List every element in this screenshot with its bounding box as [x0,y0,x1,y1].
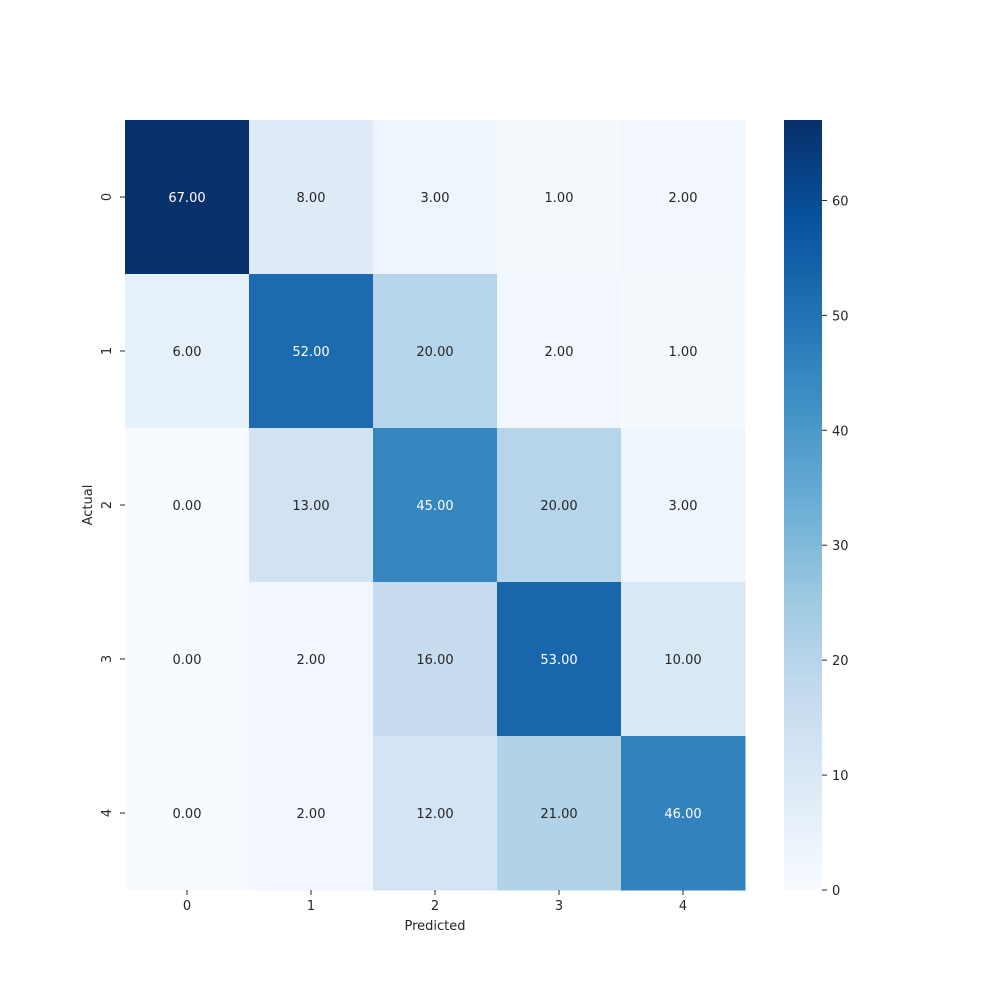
cell-value-label: 10.00 [664,653,701,668]
cell-value-label: 16.00 [416,653,453,668]
heatmap-cell [497,582,622,737]
x-tick-label: 1 [307,899,315,914]
cell-value-label: 20.00 [416,345,453,360]
heatmap-cell [497,736,622,891]
cell-value-label: 3.00 [421,191,450,206]
cell-value-label: 20.00 [540,499,577,514]
x-axis: 0 1 2 3 4 [183,890,687,914]
cell-value-label: 45.00 [416,499,453,514]
colorbar-tick-label: 50 [832,309,849,324]
heatmap-cell [373,274,498,429]
y-axis: 0 1 2 3 4 [100,193,125,817]
heatmap-cell [125,120,250,275]
cell-value-label: 53.00 [540,653,577,668]
colorbar-tick-label: 0 [832,884,840,899]
heatmap-cell [125,428,250,583]
cell-value-label: 12.00 [416,807,453,822]
cell-value-label: 13.00 [292,499,329,514]
heatmap-cell [373,120,498,275]
cell-value-label: 52.00 [292,345,329,360]
colorbar-tick-label: 60 [832,194,849,209]
heatmap-cell [621,582,746,737]
cell-value-label: 2.00 [545,345,574,360]
heatmap-cell [373,736,498,891]
heatmap-cell [125,736,250,891]
heatmap-cell [373,428,498,583]
colorbar-gradient [784,120,822,890]
y-tick-label: 0 [100,193,115,201]
heatmap-cell [373,582,498,737]
x-tick-label: 4 [679,899,687,914]
colorbar-tick-label: 40 [832,424,849,439]
cell-value-label: 1.00 [545,191,574,206]
colorbar-tick-label: 30 [832,539,849,554]
heatmap-cells: 67.00 8.00 3.00 1.00 2.00 6.00 52.00 20.00 2.00 1… [125,120,746,891]
cell-value-label: 2.00 [669,191,698,206]
x-tick-label: 3 [555,899,563,914]
cell-value-label: 3.00 [669,499,698,514]
heatmap-cell [249,428,374,583]
y-tick-label: 1 [100,347,115,355]
heatmap-cell [497,120,622,275]
cell-value-label: 2.00 [297,653,326,668]
heatmap-cell [125,274,250,429]
heatmap-cell [125,582,250,737]
heatmap-cell [249,582,374,737]
heatmap-cell [621,120,746,275]
y-tick-label: 4 [100,809,115,817]
y-tick-label: 3 [100,655,115,663]
cell-value-label: 6.00 [173,345,202,360]
colorbar-tick-label: 20 [832,654,849,669]
cell-value-label: 2.00 [297,807,326,822]
heatmap-cell [249,120,374,275]
cell-value-label: 0.00 [173,653,202,668]
x-tick-label: 0 [183,899,191,914]
heatmap-cell [249,736,374,891]
y-tick-label: 2 [100,501,115,509]
cell-value-label: 46.00 [664,807,701,822]
cell-value-label: 67.00 [168,191,205,206]
heatmap-cell [497,274,622,429]
colorbar-tick-label: 10 [832,769,849,784]
heatmap-cell [497,428,622,583]
x-axis-label: Predicted [404,919,465,934]
x-tick-label: 2 [431,899,439,914]
heatmap-cell [621,274,746,429]
heatmap-cell [621,736,746,891]
heatmap-cell [249,274,374,429]
cell-value-label: 1.00 [669,345,698,360]
cell-value-label: 0.00 [173,499,202,514]
heatmap-cell [621,428,746,583]
cell-value-label: 8.00 [297,191,326,206]
y-axis-label: Actual [81,485,96,526]
cell-value-label: 0.00 [173,807,202,822]
colorbar: 0 10 20 30 40 50 60 [784,120,849,899]
cell-value-label: 21.00 [540,807,577,822]
